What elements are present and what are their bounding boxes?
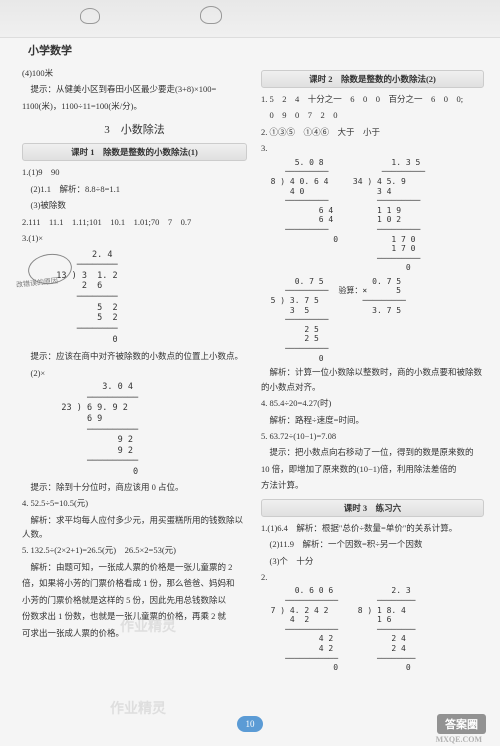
q5-tip-1: 解析：由题可知，一张成人票的价格是一张儿童票的 2 — [22, 560, 247, 574]
q4-hint-2: 1100(米)，1100÷11=100(米/分)。 — [22, 99, 247, 113]
l3-2: (2)11.9 解析：一个因数=积÷另一个因数 — [261, 537, 484, 551]
calc-2: 3. 0 4 ────────── 23 ) 6 9. 9 2 6 9 ────… — [46, 382, 247, 478]
chapter-name: 小数除法 — [121, 124, 165, 136]
r5-tip-3: 方法计算。 — [261, 478, 484, 492]
q3-1: 3.(1)× — [22, 231, 247, 245]
main-content: (4)100米 提示：从健美小区到春田小区最少要走(3+8)×100= 1100… — [0, 62, 500, 673]
q4-distance: (4)100米 — [22, 66, 247, 80]
q2: 2.111 11.1 1.11;101 10.1 1.01;70 7 0.7 — [22, 215, 247, 229]
calc-c: 0. 7 5 ───────── 5 ) 3. 7 5 3 5 ────────… — [261, 277, 328, 363]
watermark-url: MXQE.COM — [436, 735, 482, 744]
q4-hint-1: 提示：从健美小区到春田小区最少要走(3+8)×100= — [22, 82, 247, 96]
watermark-2: 作业精灵 — [110, 698, 166, 718]
calc-e: 2. 3 ──────── 8 ) 1 8. 4 1 6 ──────── 2 … — [348, 586, 415, 672]
q5-tip-2: 倍，如果将小芳的门票价格看成 1 份，那么爸爸、妈妈和 — [22, 576, 247, 590]
q4-tip: 解析：求平均每人应付多少元，用买蛋糕所用的钱数除以人数。 — [22, 513, 247, 542]
r2: 2. ①③⑤ ①④⑥ 大于 小于 — [261, 125, 484, 139]
calc-a: 5. 0 8 ───────── 8 ) 4 0. 6 4 4 0 ──────… — [261, 158, 338, 273]
r5: 5. 63.72÷(10−1)=7.08 — [261, 429, 484, 443]
l3-1: 1.(1)6.4 解析：根据"总价÷数量=单价"的关系计算。 — [261, 521, 484, 535]
q1-1: 1.(1)9 90 — [22, 165, 247, 179]
r5-tip-2: 10 倍，即增加了原来数的(10−1)倍，利用除法差倍的 — [261, 462, 484, 476]
r4-tip: 解析：路程÷速度=时间。 — [261, 413, 484, 427]
calc-row-de: 0. 6 0 6 ─────────── 7 ) 4. 2 4 2 4 2 ──… — [261, 586, 484, 672]
left-column: (4)100米 提示：从健美小区到春田小区最少要走(3+8)×100= 1100… — [22, 64, 247, 673]
calc-row-ab: 5. 0 8 ───────── 8 ) 4 0. 6 4 4 0 ──────… — [261, 158, 484, 273]
calc-c-verify: 0. 7 5 验算：× 5 ───────── 3. 7 5 — [338, 277, 405, 363]
l3-4: 2. — [261, 570, 484, 584]
lesson-3-bar: 课时 3 练习六 — [261, 499, 484, 517]
subject-title: 小学数学 — [0, 38, 500, 62]
chapter-num: 3 — [104, 124, 110, 136]
r4: 4. 85.4÷20=4.27(时) — [261, 396, 484, 410]
r5-tip-1: 提示：把小数点向右移动了一位，得到的数是原来数的 — [261, 445, 484, 459]
q5-tip-3: 小芳的门票价格就是这样的 5 份，因此先用总钱数除以 — [22, 593, 247, 607]
header-decoration — [0, 0, 500, 38]
chapter-title: 3 小数除法 — [22, 121, 247, 137]
tip-1: 提示：应该在商中对齐被除数的小数点的位置上小数点。 — [22, 349, 247, 363]
page-number: 10 — [237, 716, 263, 732]
q1-3: (3)被除数 — [22, 198, 247, 212]
lesson-1-bar: 课时 1 除数是整数的小数除法(1) — [22, 143, 247, 161]
r1b: 0 9 0 7 2 0 — [261, 108, 484, 122]
q3-2: (2)× — [22, 366, 247, 380]
q4: 4. 52.5÷5=10.5(元) — [22, 496, 247, 510]
calc-1-wrap: 2. 4 ──────── 13 ) 3 1. 2 2 6 ──────── 5… — [22, 248, 118, 348]
calc-b: 1. 3 5 ───────── 34 ) 4 5. 9 3 4 ───────… — [348, 158, 425, 273]
r3-tip: 解析：计算一位小数除以整数时，商的小数点要和被除数的小数点对齐。 — [261, 365, 484, 394]
calc-row-c: 0. 7 5 ───────── 5 ) 3. 7 5 3 5 ────────… — [261, 277, 484, 363]
right-column: 课时 2 除数是整数的小数除法(2) 1. 5 2 4 十分之一 6 0 0 百… — [261, 64, 484, 673]
calc-d: 0. 6 0 6 ─────────── 7 ) 4. 2 4 2 4 2 ──… — [261, 586, 338, 672]
l3-3: (3)个 十分 — [261, 554, 484, 568]
q1-2: (2)1.1 解析：8.8÷8=1.1 — [22, 182, 247, 196]
watermark-1: 作业精灵 — [120, 616, 176, 636]
watermark-brand: 答案圈 — [437, 714, 486, 734]
tip-2: 提示：除到十分位时，商应该用 0 占位。 — [22, 480, 247, 494]
r3: 3. — [261, 141, 484, 155]
r1: 1. 5 2 4 十分之一 6 0 0 百分之一 6 0 0; — [261, 92, 484, 106]
lesson-2-bar: 课时 2 除数是整数的小数除法(2) — [261, 70, 484, 88]
q5: 5. 132.5÷(2×2+1)=26.5(元) 26.5×2=53(元) — [22, 543, 247, 557]
